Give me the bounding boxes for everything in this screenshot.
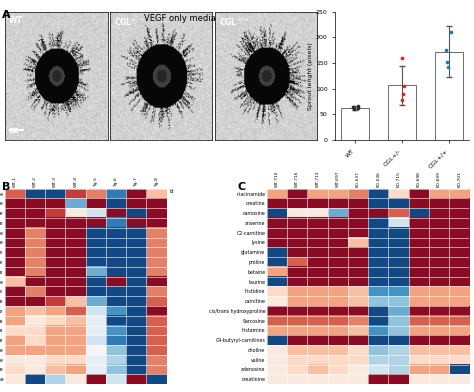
Point xyxy=(399,91,407,97)
Point xyxy=(350,103,357,110)
Text: WT: WT xyxy=(9,16,23,25)
Text: D8: D8 xyxy=(9,128,19,134)
Point xyxy=(444,64,452,70)
Y-axis label: Sprout lenght (pixels): Sprout lenght (pixels) xyxy=(308,42,313,110)
Text: CGL$^{+/+}$: CGL$^{+/+}$ xyxy=(219,16,249,28)
Text: B: B xyxy=(2,182,11,192)
Point xyxy=(447,29,455,35)
Text: A: A xyxy=(2,10,11,20)
Point xyxy=(398,97,406,103)
Bar xyxy=(435,52,463,140)
Text: VEGF only media: VEGF only media xyxy=(144,14,216,23)
Bar xyxy=(341,108,369,140)
Text: id: id xyxy=(170,189,174,194)
Point xyxy=(443,59,451,65)
Text: CGL$^{+/-}$: CGL$^{+/-}$ xyxy=(114,16,144,28)
Point xyxy=(354,105,362,111)
Text: C: C xyxy=(237,182,245,192)
Point xyxy=(443,47,450,53)
Point xyxy=(399,55,406,61)
Point xyxy=(355,103,362,109)
Bar xyxy=(388,85,416,140)
Point xyxy=(400,83,408,89)
Point xyxy=(350,106,357,113)
